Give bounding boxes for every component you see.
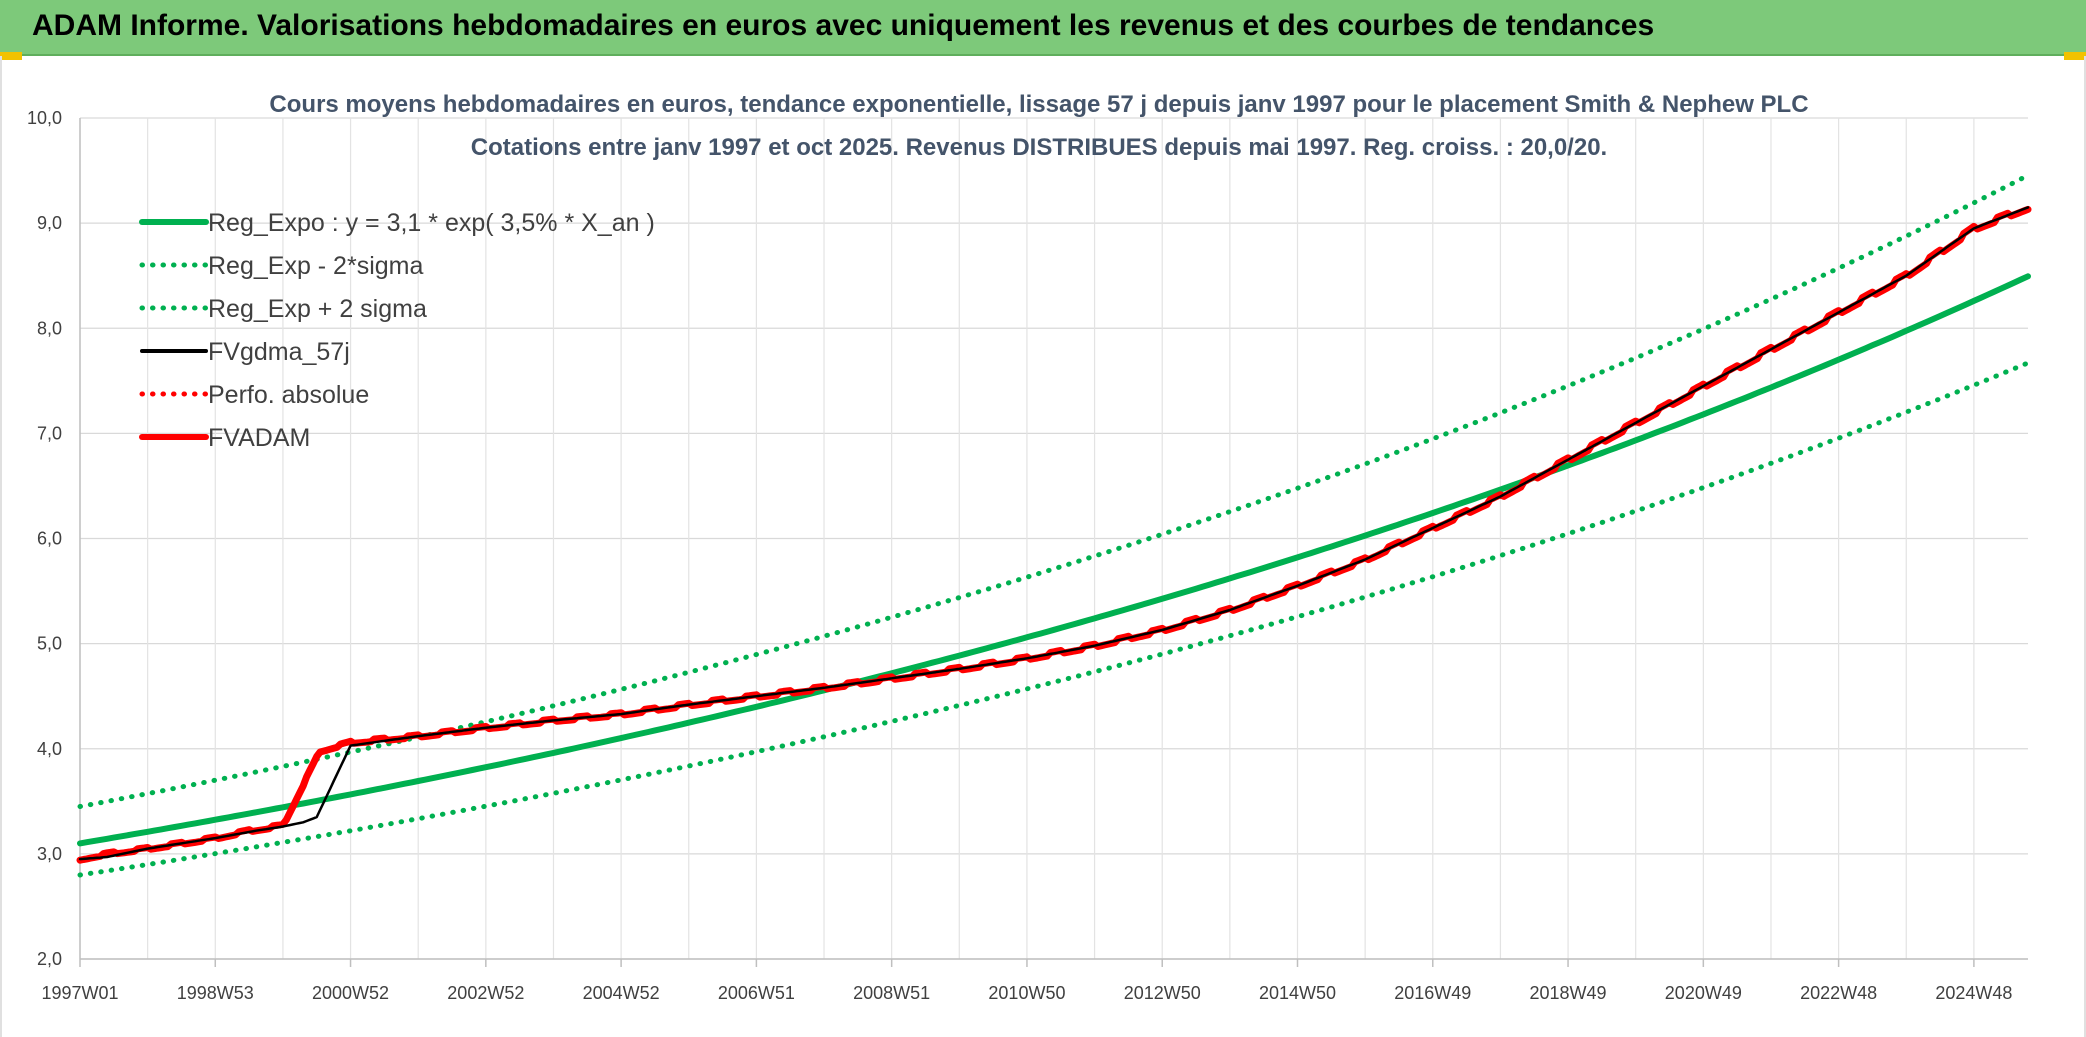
corner-mark-right: [2064, 52, 2086, 60]
report-banner: ADAM Informe. Valorisations hebdomadaire…: [0, 0, 2086, 56]
x-tick-label: 2012W50: [1124, 983, 1201, 1003]
y-axis-ticks: 2,0 3,0 4,0 5,0 6,0 7,0 8,0 9,0 10,0: [27, 108, 62, 969]
chart-title-line1: Cours moyens hebdomadaires en euros, ten…: [269, 91, 1808, 118]
x-tick-label: 1998W53: [177, 983, 254, 1003]
report-title: ADAM Informe. Valorisations hebdomadaire…: [32, 9, 1655, 42]
y-tick-label: 8,0: [37, 318, 62, 338]
corner-mark-left: [0, 52, 22, 60]
series-line-1: [77, 360, 2031, 878]
x-tick-label: 2016W49: [1394, 983, 1471, 1003]
x-tick-label: 2020W49: [1665, 983, 1742, 1003]
y-tick-label: 3,0: [37, 844, 62, 864]
y-tick-label: 9,0: [37, 213, 62, 233]
legend-label-3: FVgdma_57j: [208, 338, 350, 366]
x-tick-label: 2022W48: [1800, 983, 1877, 1003]
y-tick-label: 5,0: [37, 634, 62, 654]
y-tick-label: 7,0: [37, 423, 62, 443]
x-tick-label: 2024W48: [1935, 983, 2012, 1003]
x-tick-label: 2000W52: [312, 983, 389, 1003]
chart-grid: [79, 117, 2028, 960]
chart-title-line2: Cotations entre janv 1997 et oct 2025. R…: [471, 134, 1607, 161]
y-tick-label: 6,0: [37, 529, 62, 549]
chart-series: [76, 172, 2032, 878]
x-axis-ticks: 1997W01 1998W53 2000W52 2002W52 2004W52 2006W…: [41, 959, 2012, 1003]
x-tick-label: 2008W51: [853, 983, 930, 1003]
x-tick-label: 1997W01: [41, 983, 118, 1003]
x-tick-label: 2004W52: [583, 983, 660, 1003]
legend-label-1: Reg_Exp - 2*sigma: [208, 252, 423, 280]
legend-label-0: Reg_Expo : y = 3,1 * exp( 3,5% * X_an ): [208, 209, 655, 237]
legend-label-2: Reg_Exp + 2 sigma: [208, 295, 427, 323]
x-tick-label: 2018W49: [1530, 983, 1607, 1003]
series-line-0: [77, 273, 2031, 847]
legend-label-5: FVADAM: [208, 424, 310, 452]
y-tick-label: 4,0: [37, 739, 62, 759]
x-tick-label: 2014W50: [1259, 983, 1336, 1003]
series-line-3: [78, 206, 2030, 861]
x-tick-label: 2010W50: [988, 983, 1065, 1003]
x-tick-label: 2002W52: [447, 983, 524, 1003]
chart-frame: [0, 56, 2086, 1037]
x-tick-label: 2006W51: [718, 983, 795, 1003]
legend-label-4: Perfo. absolue: [208, 381, 369, 409]
y-tick-label: 10,0: [27, 108, 62, 128]
y-tick-label: 2,0: [37, 949, 62, 969]
chart-legend: Reg_Expo : y = 3,1 * exp( 3,5% * X_an ) R…: [139, 209, 655, 452]
